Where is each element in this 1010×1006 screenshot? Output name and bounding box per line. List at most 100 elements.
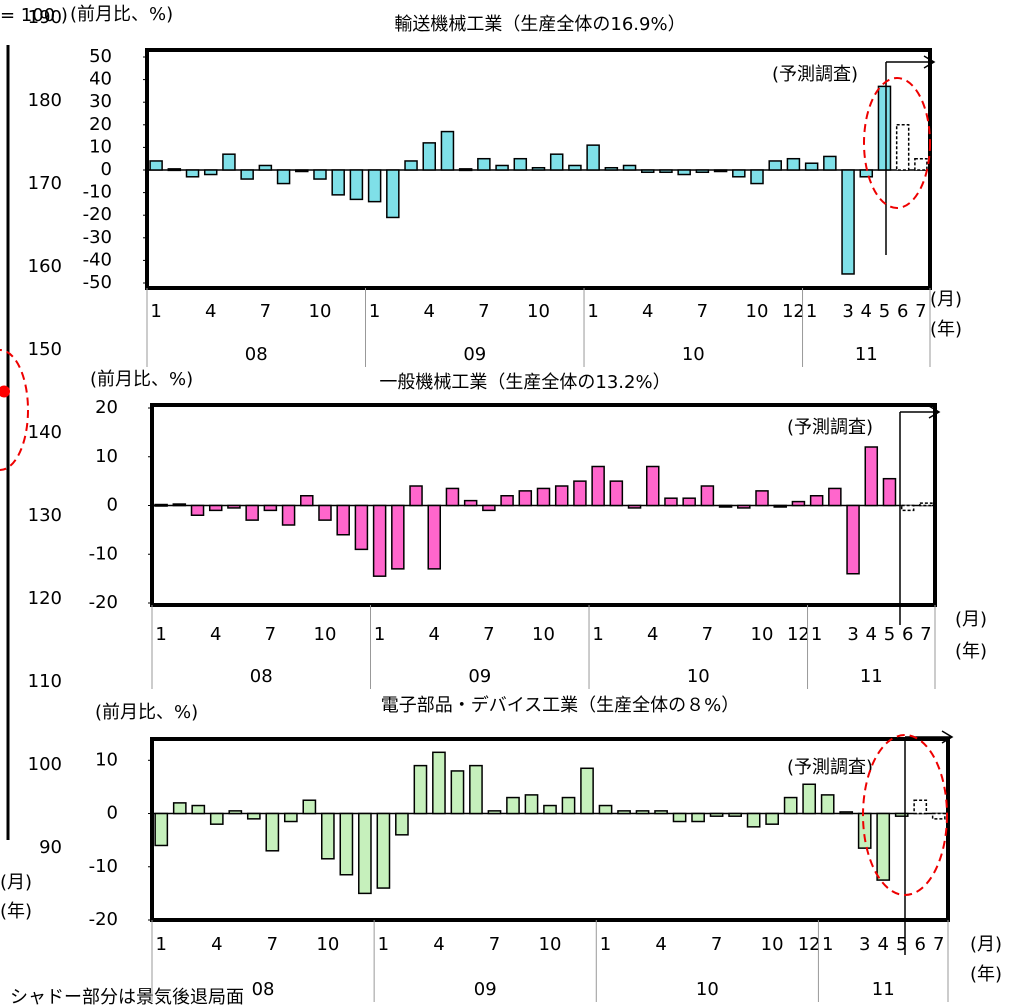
x-tick-label: 10: [761, 934, 784, 955]
bar: [245, 504, 259, 521]
year-label: 11: [855, 344, 878, 365]
plot-frame: [150, 737, 950, 922]
bar: [336, 504, 350, 536]
y-tick-label: 10: [95, 749, 118, 770]
bar: [167, 168, 182, 172]
y-tick-label: 160: [28, 256, 62, 277]
bar: [376, 812, 391, 889]
bar: [154, 812, 169, 847]
bar: [857, 812, 872, 849]
bar: [755, 490, 769, 507]
bar: [440, 130, 455, 171]
bar: [172, 802, 187, 815]
bar: [654, 810, 668, 815]
bar: [458, 168, 473, 172]
plot-frame: [150, 403, 937, 607]
bar: [664, 497, 678, 507]
bar: [765, 812, 779, 825]
bar: [240, 169, 254, 180]
x-tick-label: 1: [150, 301, 161, 322]
bar: [281, 504, 296, 526]
bar: [427, 504, 442, 570]
x-tick-label: 4: [429, 624, 440, 645]
highlight-ellipse: [0, 349, 29, 471]
bar: [263, 504, 278, 512]
x-tick-label: 1: [378, 934, 389, 955]
y-tick-label: 180: [28, 90, 62, 111]
forecast-arrow: [886, 55, 936, 69]
x-tick-label: 7: [702, 624, 713, 645]
x-tick-label: 12: [787, 624, 810, 645]
bar: [695, 169, 710, 174]
y-tick-label: 150: [28, 339, 62, 360]
y-tick-label: 50: [89, 46, 112, 67]
x-tick-label: 4: [205, 301, 216, 322]
y-tick-label: -20: [83, 204, 112, 225]
x-tick-label: 4: [424, 301, 435, 322]
y-tick-label: 110: [28, 671, 62, 692]
bar: [659, 169, 673, 174]
bar: [222, 153, 236, 171]
bar: [386, 169, 400, 219]
x-unit-label: (月): [955, 609, 987, 630]
bar: [791, 500, 806, 507]
bar: [463, 499, 478, 507]
bar: [391, 504, 405, 570]
bar: [265, 812, 280, 852]
y-tick-label: -10: [89, 856, 118, 877]
bar: [677, 169, 691, 176]
y-tick-label: 10: [95, 446, 118, 467]
bar: [691, 812, 705, 823]
x-tick-label: 7: [267, 934, 278, 955]
forecast-note: (予測調査): [772, 64, 858, 85]
bar: [750, 169, 764, 185]
bar: [700, 485, 715, 507]
x-tick-label: 3: [847, 624, 858, 645]
x-tick-label: 1: [600, 934, 611, 955]
y-tick-label: 0: [107, 495, 118, 516]
x-tick-label: 1: [156, 934, 167, 955]
x-tick-label: 1: [155, 624, 166, 645]
x-tick-label: 12: [798, 934, 821, 955]
bar: [413, 764, 428, 815]
y-tick-label: -10: [83, 182, 112, 203]
x-tick-label: 1: [587, 301, 598, 322]
y-tick-label: 170: [28, 173, 62, 194]
y-tick-label: -20: [89, 592, 118, 613]
y-tick-label: 100: [28, 754, 62, 775]
bar: [543, 804, 557, 815]
bar: [640, 169, 655, 174]
bar: [495, 164, 509, 171]
year-label: 09: [474, 979, 497, 1000]
bar: [487, 810, 502, 815]
x-tick-label: 6: [915, 934, 926, 955]
bar: [802, 783, 817, 815]
y-tick-label: 140: [28, 422, 62, 443]
x-tick-label: 3: [859, 934, 870, 955]
bar: [773, 504, 787, 508]
bar: [283, 812, 298, 823]
bar: [404, 160, 418, 171]
bar: [246, 812, 261, 820]
bar: [672, 812, 687, 823]
bar: [568, 164, 582, 171]
x-tick-label: 7: [260, 301, 271, 322]
x-unit-label: (月): [970, 934, 1002, 955]
year-label: 09: [468, 666, 491, 687]
bar: [536, 487, 551, 507]
bar: [513, 157, 528, 171]
bar: [841, 169, 855, 275]
bar: [191, 804, 206, 815]
x-tick-label: 4: [210, 624, 221, 645]
y-tick-label: 90: [39, 837, 62, 858]
x-tick-label: 7: [711, 934, 722, 955]
bar: [395, 812, 409, 836]
x-tick-label: 7: [478, 301, 489, 322]
bar: [846, 504, 860, 575]
bar: [228, 810, 243, 815]
bar: [737, 504, 751, 509]
y-axis-label: (前月比、%): [70, 4, 173, 25]
x-tick-label: 4: [211, 934, 222, 955]
x-tick-label: 4: [642, 301, 653, 322]
